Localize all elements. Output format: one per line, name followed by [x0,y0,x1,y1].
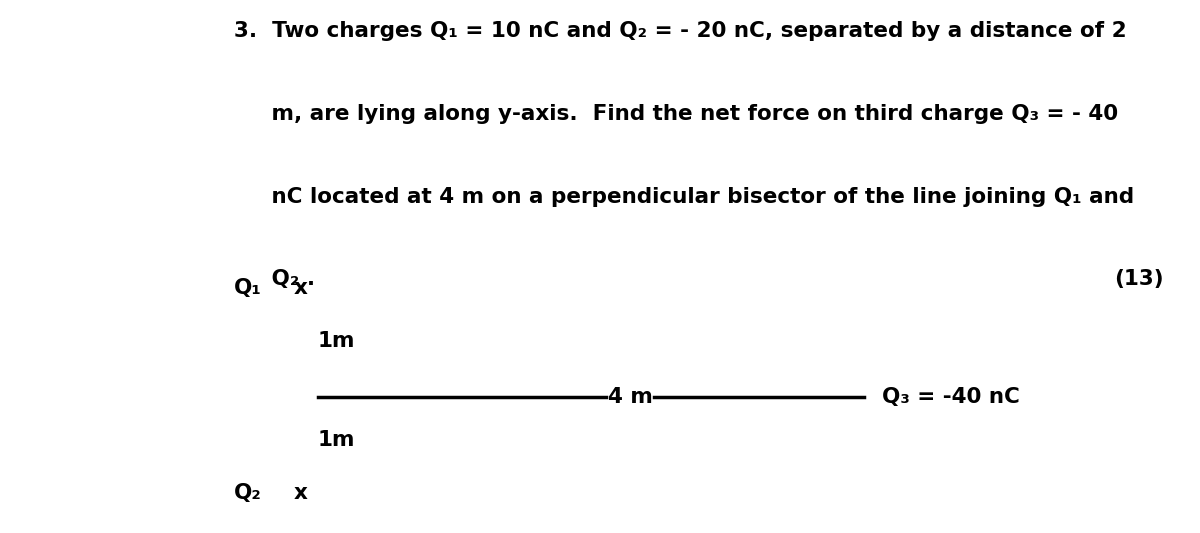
Text: nC located at 4 m on a perpendicular bisector of the line joining Q₁ and: nC located at 4 m on a perpendicular bis… [234,187,1134,207]
Text: m, are lying along y-axis.  Find the net force on third charge Q₃ = - 40: m, are lying along y-axis. Find the net … [234,104,1118,124]
Text: 1m: 1m [318,331,355,351]
Text: Q₂: Q₂ [234,483,262,503]
Text: x: x [294,483,308,503]
Text: 3.  Two charges Q₁ = 10 nC and Q₂ = - 20 nC, separated by a distance of 2: 3. Two charges Q₁ = 10 nC and Q₂ = - 20 … [234,21,1127,42]
Text: x: x [294,278,308,298]
Text: Q₂ .: Q₂ . [234,269,316,289]
Text: (13): (13) [1115,269,1164,289]
Text: Q₃ = -40 nC: Q₃ = -40 nC [882,387,1020,407]
Text: 1m: 1m [318,430,355,450]
Text: 4 m: 4 m [607,387,653,407]
Text: Q₁: Q₁ [234,278,262,298]
